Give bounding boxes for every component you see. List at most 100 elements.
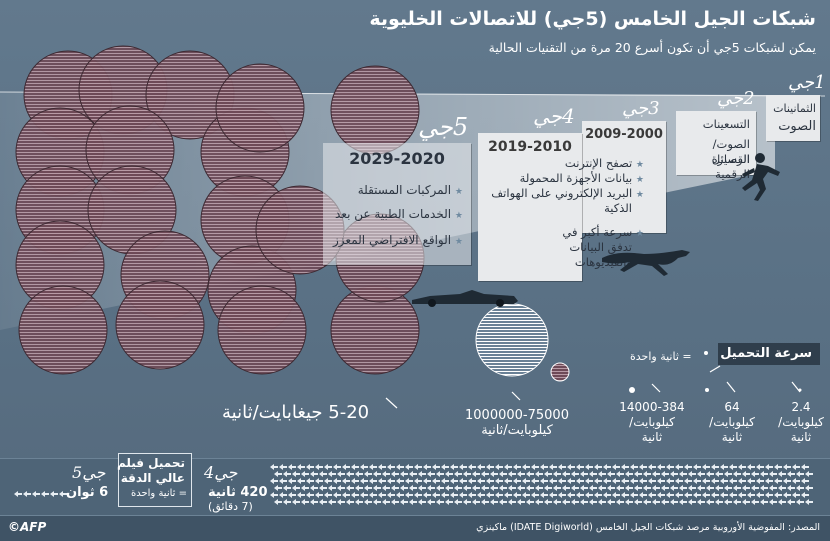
download-arrow — [279, 464, 287, 470]
download-arrow — [796, 485, 804, 491]
download-arrow — [544, 471, 552, 477]
download-arrow — [580, 499, 588, 505]
download-arrow — [297, 492, 305, 498]
download-arrow — [670, 485, 678, 491]
download-arrow — [666, 478, 674, 484]
download-arrow — [315, 464, 323, 470]
download-arrow — [715, 485, 723, 491]
speed-3g-value: 14000-384 — [619, 400, 685, 414]
download-arrow — [675, 492, 683, 498]
download-arrow — [747, 492, 755, 498]
download-arrow — [585, 464, 593, 470]
download-arrow — [805, 485, 813, 491]
download-arrow — [792, 492, 800, 498]
download-arrow — [756, 464, 764, 470]
download-arrow — [625, 499, 633, 505]
download-arrow — [567, 464, 575, 470]
gen-2-feature-2: القصيرة الرقمية — [711, 152, 750, 181]
download-arrow — [607, 499, 615, 505]
download-arrow — [621, 492, 629, 498]
download-arrow — [292, 485, 300, 491]
download-arrow — [742, 471, 750, 477]
download-arrow — [364, 499, 372, 505]
download-arrow — [463, 471, 471, 477]
download-arrow — [486, 464, 494, 470]
download-arrow — [616, 499, 624, 505]
download-title-box: تحميل فيلم عالي الدقة = ثانية واحدة — [117, 453, 192, 507]
download-arrow — [783, 478, 791, 484]
download-arrow — [436, 499, 444, 505]
download-arrow — [562, 471, 570, 477]
gen-4-feature-1: تصفح الإنترنت — [564, 156, 633, 170]
download-arrow — [697, 499, 705, 505]
speed-2g-value: 64 — [724, 400, 740, 414]
download-arrow — [607, 471, 615, 477]
download-arrow — [531, 478, 539, 484]
download-arrow — [774, 464, 782, 470]
download-arrow — [576, 464, 584, 470]
download-arrow — [661, 499, 669, 505]
download-arrow — [711, 464, 719, 470]
download-arrow — [454, 485, 462, 491]
download-arrow — [724, 485, 732, 491]
download-arrow — [693, 478, 701, 484]
source-text: المصدر: المفوضية الأوروبية مرصد شبكات ال… — [476, 522, 820, 533]
download-arrow — [477, 464, 485, 470]
download-arrow — [589, 499, 597, 505]
download-arrow — [562, 485, 570, 491]
download-arrow — [360, 464, 368, 470]
download-arrow — [436, 485, 444, 491]
gen-4-feature-2: بيانات الأجهزة المحمولة — [519, 171, 633, 185]
download-arrow — [612, 478, 620, 484]
download-arrow — [720, 492, 728, 498]
download-arrow — [490, 485, 498, 491]
download-arrow — [41, 491, 49, 497]
download-arrow — [450, 478, 458, 484]
download-arrow — [337, 471, 345, 477]
download-arrow — [382, 485, 390, 491]
download-arrow — [297, 464, 305, 470]
speed-3g: 14000-384 كيلوبايت/ ثانية — [612, 400, 692, 445]
download-arrow — [351, 492, 359, 498]
download-arrow — [598, 471, 606, 477]
download-arrow — [603, 478, 611, 484]
download-arrow — [693, 492, 701, 498]
download-arrow — [351, 464, 359, 470]
download-arrow — [526, 485, 534, 491]
download-4g-arrows — [270, 464, 813, 505]
download-arrow — [733, 485, 741, 491]
download-arrow — [639, 464, 647, 470]
download-arrow — [720, 464, 728, 470]
download-arrow — [495, 464, 503, 470]
download-arrow — [333, 492, 341, 498]
download-arrow — [697, 471, 705, 477]
download-arrow — [490, 471, 498, 477]
download-arrow — [301, 485, 309, 491]
download-arrow — [328, 471, 336, 477]
download-5g-label: 5جي — [72, 463, 106, 482]
download-arrow — [702, 464, 710, 470]
download-arrow — [346, 499, 354, 505]
download-arrow — [382, 471, 390, 477]
download-5g-arrows — [14, 491, 67, 497]
download-arrow — [792, 464, 800, 470]
download-arrow — [432, 478, 440, 484]
gen-4-label: 4جي — [533, 104, 575, 128]
download-arrow — [634, 471, 642, 477]
download-grid — [14, 464, 813, 505]
download-arrow — [760, 485, 768, 491]
download-arrow — [535, 485, 543, 491]
gen-3-label: 3جي — [622, 98, 660, 119]
download-arrow — [540, 464, 548, 470]
download-arrow — [612, 492, 620, 498]
download-arrow — [274, 471, 282, 477]
download-arrow — [522, 464, 530, 470]
speed-2g: 64 كيلوبايت/ ثانية — [697, 400, 767, 445]
download-arrow — [517, 471, 525, 477]
download-arrow — [409, 485, 417, 491]
speed-2g-unit: كيلوبايت/ — [709, 415, 755, 429]
download-arrow — [369, 478, 377, 484]
download-arrow — [360, 478, 368, 484]
download-arrow — [693, 464, 701, 470]
download-arrow — [571, 471, 579, 477]
